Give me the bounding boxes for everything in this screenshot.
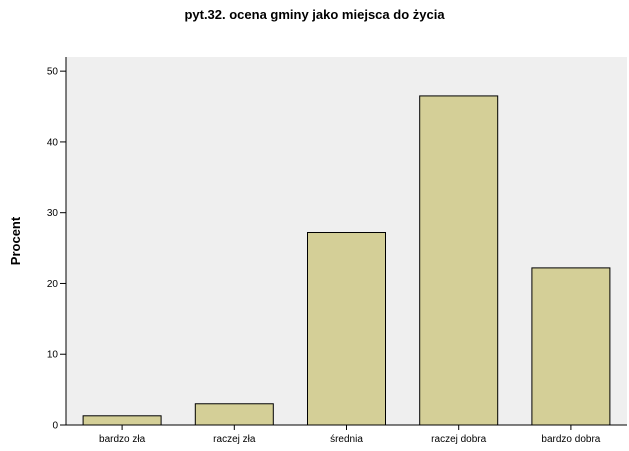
- y-axis-label: Procent: [8, 216, 23, 265]
- bar-1: [194, 403, 274, 426]
- bars-group: [82, 95, 611, 426]
- bar-4: [531, 267, 611, 426]
- y-axis: 0 10 20 30 40 50: [47, 57, 67, 432]
- y-tick-label-0: 0: [52, 421, 58, 432]
- x-axis: bardzo zła raczej zła średnia raczej dobra b…: [66, 424, 627, 445]
- x-tick-label-0: bardzo zła: [99, 434, 146, 445]
- y-tick-label-2: 20: [47, 279, 59, 290]
- bar-0: [82, 415, 162, 426]
- x-tick-label-2: średnia: [330, 434, 363, 445]
- y-tick-label-5: 50: [47, 67, 59, 78]
- x-tick-label-4: bardzo dobra: [541, 434, 600, 445]
- y-tick-label-4: 40: [47, 137, 59, 148]
- y-tick-label-1: 10: [47, 350, 59, 361]
- bar-2: [307, 232, 386, 426]
- x-tick-label-1: raczej zła: [213, 434, 256, 445]
- x-tick-label-3: raczej dobra: [431, 434, 486, 445]
- chart-title: pyt.32. ocena gminy jako miejsca do życi…: [184, 7, 445, 22]
- bar-3: [419, 95, 499, 426]
- y-tick-label-3: 30: [47, 208, 59, 219]
